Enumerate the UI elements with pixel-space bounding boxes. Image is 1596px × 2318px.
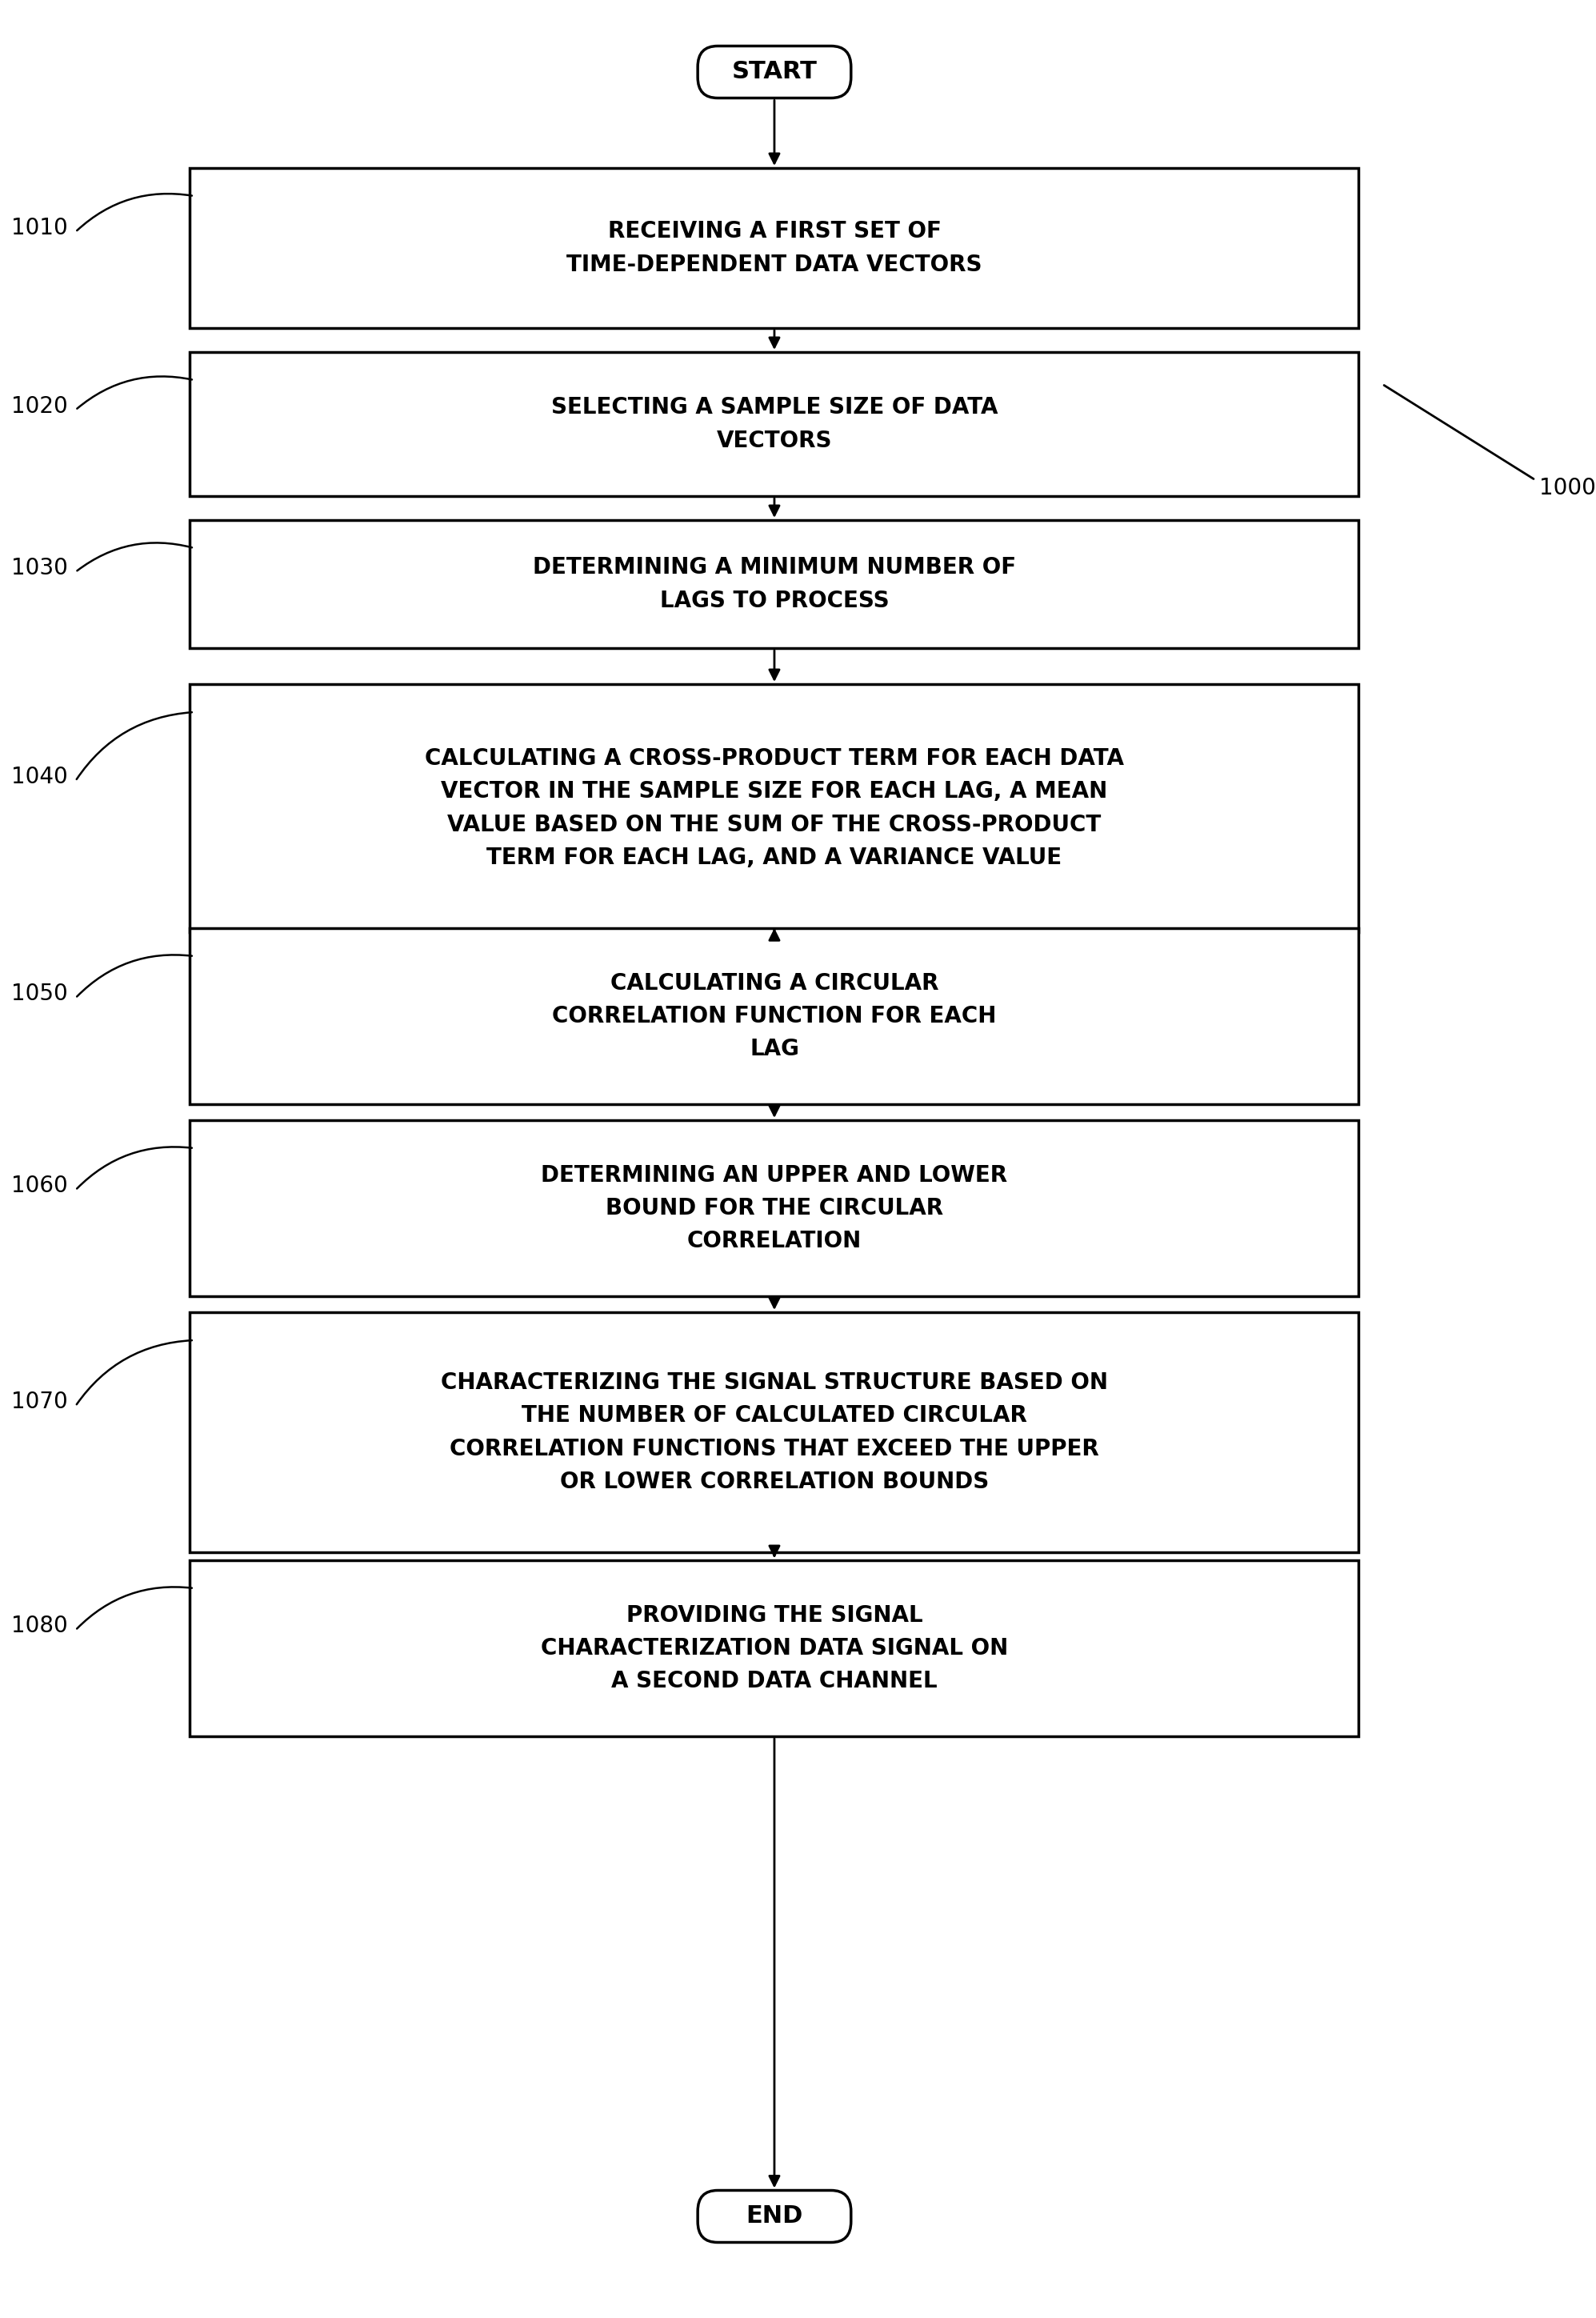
Text: START: START	[731, 60, 817, 83]
Text: PROVIDING THE SIGNAL
CHARACTERIZATION DATA SIGNAL ON
A SECOND DATA CHANNEL: PROVIDING THE SIGNAL CHARACTERIZATION DA…	[541, 1604, 1009, 1692]
Text: 1040: 1040	[11, 765, 67, 788]
Text: 1020: 1020	[11, 394, 67, 417]
Text: DETERMINING AN UPPER AND LOWER
BOUND FOR THE CIRCULAR
CORRELATION: DETERMINING AN UPPER AND LOWER BOUND FOR…	[541, 1164, 1007, 1252]
Text: END: END	[745, 2204, 803, 2228]
Text: 1080: 1080	[11, 1616, 67, 1637]
Bar	[190, 1312, 1358, 1553]
Text: CALCULATING A CIRCULAR
CORRELATION FUNCTION FOR EACH
LAG: CALCULATING A CIRCULAR CORRELATION FUNCT…	[552, 971, 996, 1059]
FancyBboxPatch shape	[697, 2191, 851, 2242]
Text: SELECTING A SAMPLE SIZE OF DATA
VECTORS: SELECTING A SAMPLE SIZE OF DATA VECTORS	[551, 396, 998, 452]
Text: CHARACTERIZING THE SIGNAL STRUCTURE BASED ON
THE NUMBER OF CALCULATED CIRCULAR
C: CHARACTERIZING THE SIGNAL STRUCTURE BASE…	[440, 1372, 1108, 1493]
Text: 1030: 1030	[11, 556, 67, 580]
Bar	[190, 684, 1358, 932]
Text: 1070: 1070	[11, 1391, 67, 1414]
Text: 1010: 1010	[11, 218, 67, 239]
Text: 1060: 1060	[11, 1175, 67, 1198]
Bar	[190, 927, 1358, 1103]
Text: RECEIVING A FIRST SET OF
TIME-DEPENDENT DATA VECTORS: RECEIVING A FIRST SET OF TIME-DEPENDENT …	[567, 220, 982, 276]
Bar	[190, 352, 1358, 496]
Bar	[190, 1560, 1358, 1736]
Bar	[190, 1120, 1358, 1296]
Text: 1000: 1000	[1539, 478, 1596, 498]
Text: 1050: 1050	[11, 983, 67, 1006]
Text: CALCULATING A CROSS-PRODUCT TERM FOR EACH DATA
VECTOR IN THE SAMPLE SIZE FOR EAC: CALCULATING A CROSS-PRODUCT TERM FOR EAC…	[425, 746, 1124, 869]
FancyBboxPatch shape	[697, 46, 851, 97]
Bar	[190, 167, 1358, 329]
Text: DETERMINING A MINIMUM NUMBER OF
LAGS TO PROCESS: DETERMINING A MINIMUM NUMBER OF LAGS TO …	[533, 556, 1017, 612]
Bar	[190, 519, 1358, 649]
